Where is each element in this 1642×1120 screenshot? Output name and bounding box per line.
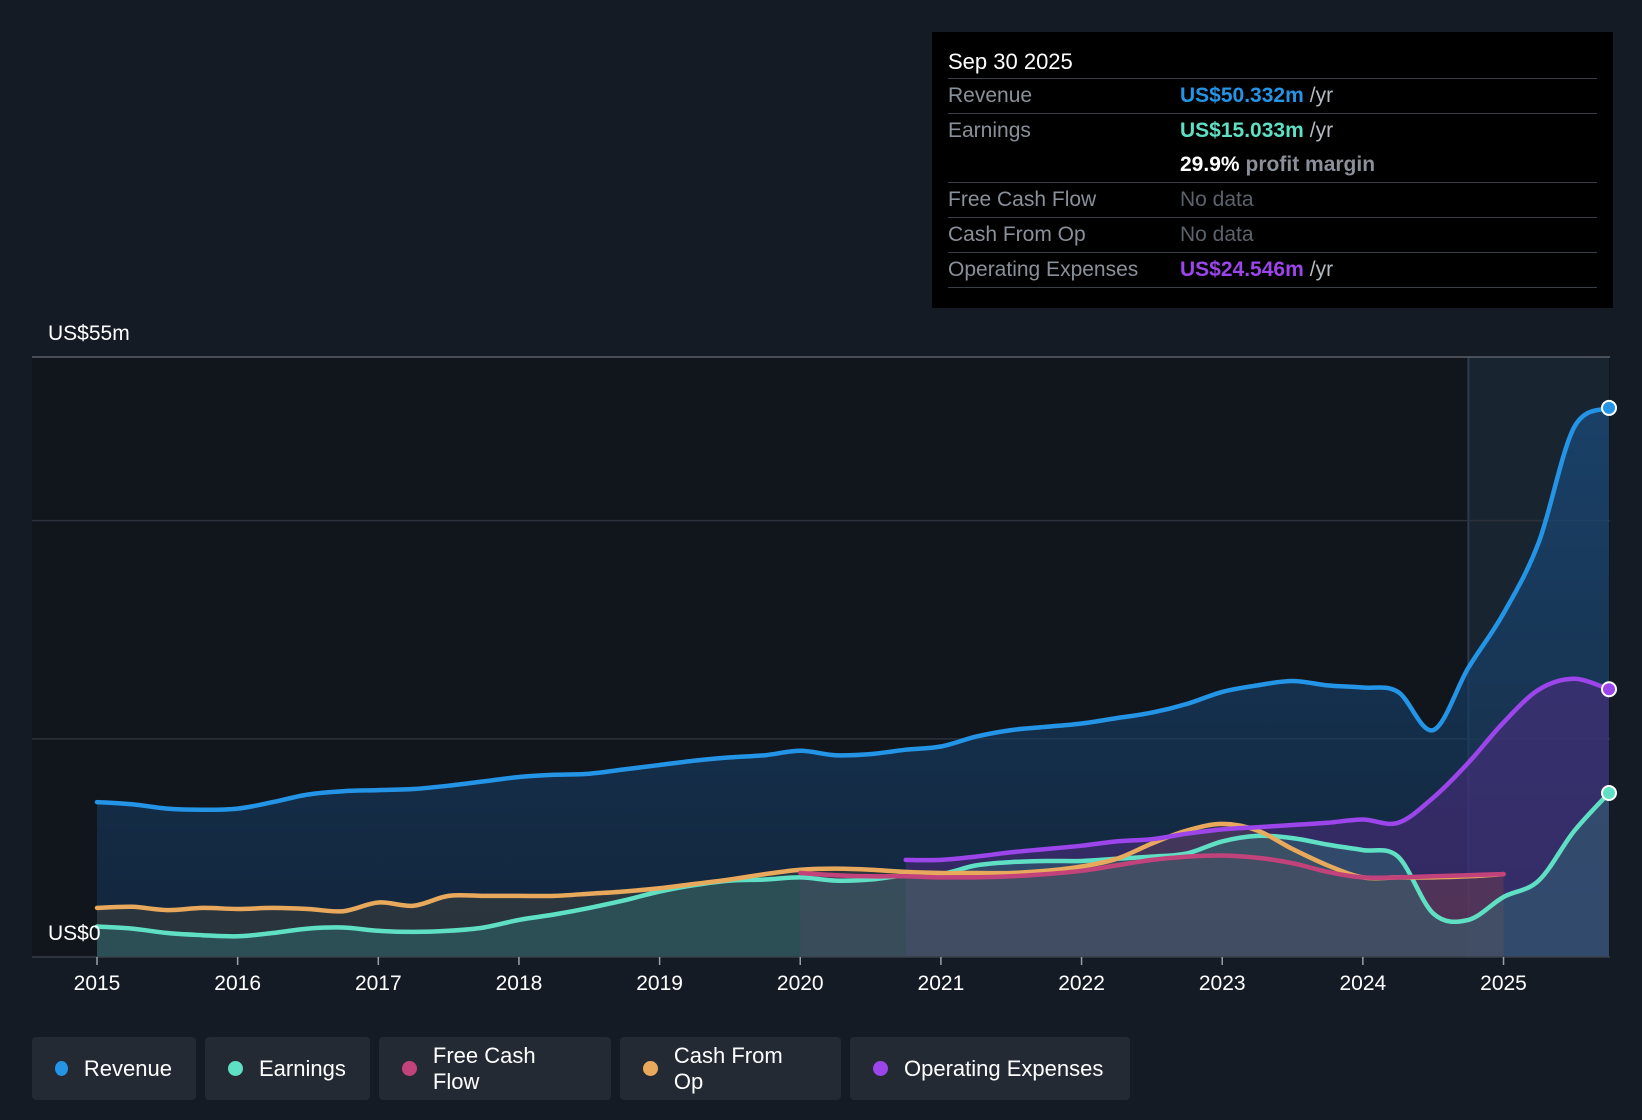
tooltip-unit: /yr	[1309, 258, 1334, 281]
legend-item-operating-expenses[interactable]: Operating Expenses	[850, 1037, 1130, 1100]
line-earnings	[94, 790, 1612, 939]
tooltip-label: Earnings	[948, 119, 1031, 142]
x-tick-label: 2025	[1480, 972, 1527, 995]
tooltip-label: Revenue	[948, 84, 1033, 107]
tooltip-value: US$24.546m	[1180, 258, 1304, 281]
legend-item-free-cash-flow[interactable]: Free Cash Flow	[379, 1037, 611, 1100]
x-tick-label: 2021	[918, 972, 965, 995]
legend-label: Free Cash Flow	[432, 1042, 536, 1094]
tooltip-row-earnings: Earnings US$15.033m /yr	[948, 114, 1597, 148]
line-operating-expenses	[903, 676, 1612, 863]
tooltip-row-opex: Operating Expenses US$24.546m /yr	[948, 253, 1597, 288]
tooltip: Sep 30 2025 Revenue US$50.332m /yr Earni…	[932, 32, 1613, 308]
x-tick-label: 2016	[214, 972, 261, 995]
tooltip-label: Free Cash Flow	[948, 188, 1097, 211]
x-tick-label: 2020	[777, 972, 824, 995]
tooltip-unit: /yr	[1309, 84, 1334, 107]
tooltip-row-margin: 29.9% profit margin	[948, 148, 1597, 183]
legend-dot-icon	[55, 1061, 68, 1076]
endpoint-operating-expenses[interactable]	[1601, 681, 1617, 698]
tooltip-margin-value: 29.9%	[1180, 153, 1240, 176]
legend-dot-icon	[873, 1061, 888, 1076]
tooltip-value: US$50.332m	[1180, 84, 1304, 107]
legend-label: Cash From Op	[673, 1042, 783, 1094]
legend-item-cash-from-op[interactable]: Cash From Op	[620, 1037, 841, 1100]
legend-dot-icon	[643, 1061, 658, 1076]
y-axis-bottom-label: US$0	[48, 922, 101, 945]
x-tick-label: 2024	[1340, 972, 1387, 995]
y-axis-top-label: US$55m	[48, 322, 130, 345]
endpoint-revenue[interactable]	[1601, 399, 1617, 416]
legend-item-revenue[interactable]: Revenue	[32, 1037, 196, 1100]
tooltip-row-cfo: Cash From Op No data	[948, 218, 1597, 253]
tooltip-margin-text: profit margin	[1245, 153, 1376, 176]
legend: Revenue Earnings Free Cash Flow Cash Fro…	[32, 1037, 1130, 1100]
line-cash-from-op	[94, 821, 1506, 914]
legend-label: Operating Expenses	[904, 1055, 1104, 1081]
tooltip-row-fcf: Free Cash Flow No data	[948, 183, 1597, 218]
legend-label: Earnings	[259, 1055, 346, 1081]
line-revenue	[94, 405, 1612, 812]
tooltip-row-revenue: Revenue US$50.332m /yr	[948, 79, 1597, 114]
area-operating-expenses	[905, 678, 1609, 957]
x-tick-label: 2018	[496, 972, 543, 995]
tooltip-value: No data	[1180, 188, 1254, 211]
legend-dot-icon	[228, 1061, 243, 1076]
tooltip-date: Sep 30 2025	[948, 46, 1597, 79]
endpoint-earnings[interactable]	[1601, 785, 1617, 802]
x-tick-label: 2019	[636, 972, 683, 995]
line-free-cash-flow	[798, 853, 1506, 881]
area-revenue	[97, 407, 1609, 957]
x-tick-label: 2015	[74, 972, 121, 995]
area-earnings	[97, 793, 1609, 957]
area-free-cash-flow	[800, 855, 1504, 957]
tooltip-unit: /yr	[1309, 119, 1334, 142]
tooltip-label: Operating Expenses	[948, 258, 1139, 281]
tooltip-value: US$15.033m	[1180, 119, 1304, 142]
x-tick-label: 2023	[1199, 972, 1246, 995]
legend-label: Revenue	[83, 1055, 172, 1081]
legend-dot-icon	[402, 1061, 417, 1076]
legend-item-earnings[interactable]: Earnings	[205, 1037, 370, 1100]
tooltip-label: Cash From Op	[948, 223, 1086, 246]
x-tick-label: 2022	[1058, 972, 1105, 995]
x-tick-label: 2017	[355, 972, 402, 995]
tooltip-value: No data	[1180, 223, 1254, 246]
